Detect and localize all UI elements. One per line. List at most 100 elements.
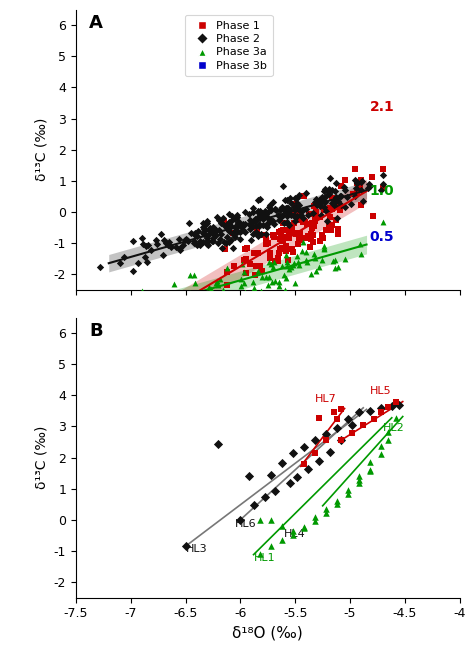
Point xyxy=(267,515,275,525)
Point xyxy=(292,227,299,238)
Point xyxy=(247,218,255,228)
Point xyxy=(385,427,392,437)
Point xyxy=(337,181,345,191)
Point xyxy=(349,189,356,199)
Point xyxy=(288,221,295,231)
Point xyxy=(264,218,272,229)
Point xyxy=(290,218,297,228)
Point xyxy=(140,238,147,249)
Point xyxy=(120,252,128,262)
Point xyxy=(234,328,241,338)
Point xyxy=(303,233,311,243)
Point xyxy=(253,225,260,236)
Point xyxy=(224,329,232,340)
Point xyxy=(224,224,231,234)
Point xyxy=(227,234,235,245)
Point xyxy=(233,226,241,236)
Point xyxy=(241,227,249,237)
Point xyxy=(217,217,224,227)
Point xyxy=(220,237,228,247)
Point xyxy=(332,178,340,188)
Point xyxy=(332,192,340,202)
Point xyxy=(265,271,273,282)
Point xyxy=(379,217,387,227)
Point xyxy=(310,249,318,259)
Point xyxy=(288,244,295,254)
Point xyxy=(294,239,302,249)
Point xyxy=(175,234,183,245)
Point xyxy=(253,333,261,344)
Point xyxy=(256,206,264,216)
Point xyxy=(271,256,279,266)
Point xyxy=(334,196,342,207)
Point xyxy=(359,420,367,430)
Point xyxy=(341,202,349,212)
Point xyxy=(290,257,297,267)
Point xyxy=(301,216,308,226)
Point xyxy=(311,212,319,222)
Point xyxy=(211,336,219,346)
Point xyxy=(225,225,232,236)
Point xyxy=(227,222,234,233)
Point xyxy=(191,227,198,238)
Point xyxy=(292,212,300,222)
Point xyxy=(219,285,227,295)
Point xyxy=(287,210,295,220)
Point xyxy=(319,193,326,203)
Point xyxy=(225,217,233,227)
Point xyxy=(379,170,387,180)
Point xyxy=(292,203,300,213)
Point xyxy=(325,221,333,231)
Point xyxy=(322,508,330,518)
Point xyxy=(232,220,240,231)
Point xyxy=(320,244,328,254)
Point xyxy=(355,408,363,418)
Point xyxy=(284,255,292,266)
Point xyxy=(191,230,199,240)
Point xyxy=(269,196,277,207)
Point xyxy=(96,262,104,273)
Point xyxy=(205,230,212,240)
Point xyxy=(232,224,240,234)
Point xyxy=(231,214,238,224)
Point xyxy=(209,222,217,233)
Point xyxy=(251,270,259,280)
Point xyxy=(312,207,320,218)
Point xyxy=(311,197,319,207)
Point xyxy=(186,270,193,280)
Point xyxy=(333,413,341,424)
Point xyxy=(293,251,301,261)
Point xyxy=(246,220,254,231)
Point xyxy=(196,304,204,315)
Point xyxy=(344,413,352,424)
Point xyxy=(267,541,275,552)
Text: HL6: HL6 xyxy=(235,519,256,528)
Point xyxy=(357,185,365,195)
Point xyxy=(236,217,243,227)
Point xyxy=(234,218,242,229)
Point xyxy=(229,333,237,343)
Point xyxy=(225,237,233,247)
Point xyxy=(294,257,301,267)
Point xyxy=(187,288,194,298)
Point xyxy=(231,225,239,236)
Point xyxy=(274,253,282,263)
Y-axis label: δ¹³C (‰): δ¹³C (‰) xyxy=(34,118,48,182)
Point xyxy=(320,205,328,215)
Point xyxy=(333,195,340,205)
Point xyxy=(203,329,210,339)
Point xyxy=(347,200,355,210)
Point xyxy=(366,465,374,475)
Point xyxy=(333,194,340,204)
Point xyxy=(257,229,265,239)
Point xyxy=(337,200,345,211)
Point xyxy=(355,470,363,481)
Point xyxy=(249,229,256,240)
Point xyxy=(214,280,222,291)
Point xyxy=(366,406,374,416)
Point xyxy=(312,198,319,208)
Point xyxy=(256,261,264,271)
Point xyxy=(351,163,358,174)
Point xyxy=(301,216,309,227)
Point xyxy=(295,190,302,200)
